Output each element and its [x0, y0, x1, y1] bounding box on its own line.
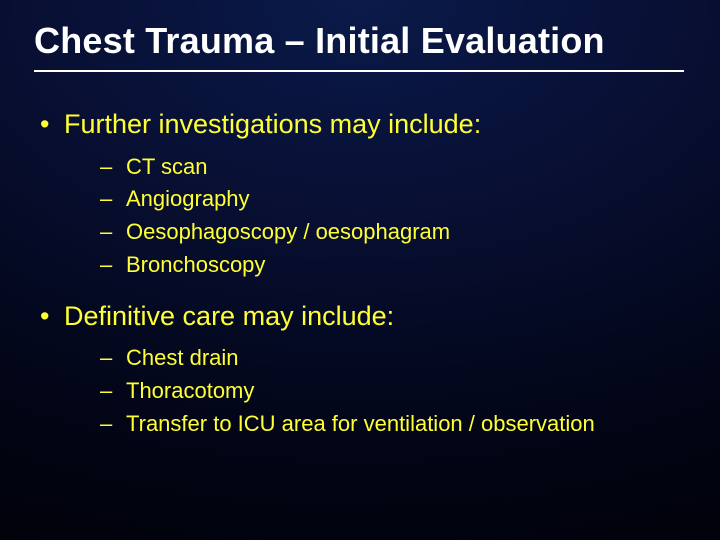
sub-bullet-item: Bronchoscopy — [100, 250, 686, 280]
sub-bullet-list: Chest drain Thoracotomy Transfer to ICU … — [100, 343, 686, 438]
bullet-item: Definitive care may include: Chest drain… — [34, 300, 686, 439]
bullet-text: Further investigations may include: — [64, 109, 481, 139]
sub-bullet-text: Transfer to ICU area for ventilation / o… — [126, 411, 595, 436]
sub-bullet-item: Thoracotomy — [100, 376, 686, 406]
bullet-list: Further investigations may include: CT s… — [34, 108, 686, 438]
sub-bullet-list: CT scan Angiography Oesophagoscopy / oes… — [100, 152, 686, 280]
sub-bullet-item: Angiography — [100, 184, 686, 214]
sub-bullet-item: CT scan — [100, 152, 686, 182]
sub-bullet-item: Transfer to ICU area for ventilation / o… — [100, 409, 686, 439]
title-underline — [34, 70, 684, 72]
sub-bullet-text: Bronchoscopy — [126, 252, 265, 277]
slide-title: Chest Trauma – Initial Evaluation — [34, 20, 686, 70]
sub-bullet-text: Thoracotomy — [126, 378, 254, 403]
sub-bullet-text: CT scan — [126, 154, 208, 179]
sub-bullet-text: Chest drain — [126, 345, 239, 370]
bullet-text: Definitive care may include: — [64, 301, 394, 331]
slide: Chest Trauma – Initial Evaluation Furthe… — [0, 0, 720, 540]
bullet-item: Further investigations may include: CT s… — [34, 108, 686, 280]
sub-bullet-item: Chest drain — [100, 343, 686, 373]
sub-bullet-text: Oesophagoscopy / oesophagram — [126, 219, 450, 244]
sub-bullet-text: Angiography — [126, 186, 250, 211]
sub-bullet-item: Oesophagoscopy / oesophagram — [100, 217, 686, 247]
